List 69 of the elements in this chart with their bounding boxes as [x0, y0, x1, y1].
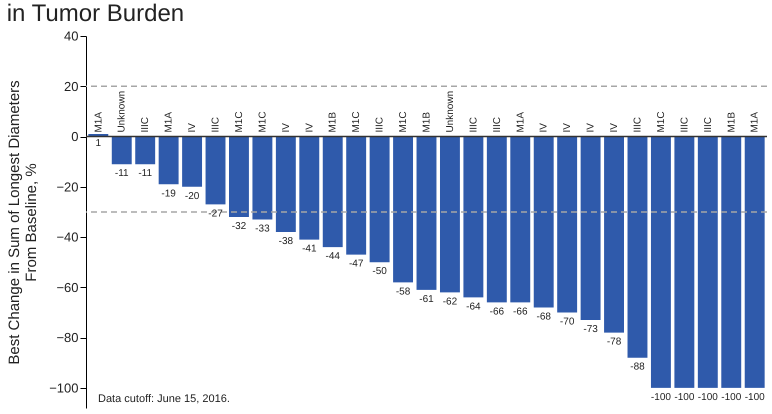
data-label: -100	[698, 392, 718, 403]
data-label: -19	[161, 188, 176, 200]
data-label: -100	[650, 392, 672, 403]
y-tick-label: −40	[56, 230, 78, 245]
data-label: -66	[513, 306, 528, 318]
x-tick-label: IV	[304, 122, 316, 133]
annotation: Data cutoff: June 15, 2016.	[98, 393, 230, 405]
data-label: -66	[490, 306, 504, 318]
data-label: 1	[96, 138, 102, 150]
x-tick-label: IIIC	[492, 116, 503, 133]
data-label: -73	[583, 324, 598, 336]
x-tick-label: IIIC	[374, 116, 386, 133]
data-label: -58	[396, 286, 411, 298]
data-label: -100	[744, 392, 766, 403]
data-label: -100	[721, 392, 742, 403]
x-tick-label: M1B	[726, 112, 738, 133]
x-tick-label: IV	[187, 122, 198, 133]
data-label: -41	[302, 244, 317, 255]
x-tick-label: IIIC	[702, 116, 714, 133]
x-tick-label: IV	[586, 122, 597, 133]
data-label: -64	[466, 301, 482, 312]
data-label: -100	[674, 392, 695, 403]
data-label: -11	[138, 168, 152, 180]
data-label: -20	[184, 190, 200, 202]
data-label: -32	[232, 220, 247, 232]
y-tick-label: −60	[56, 280, 78, 295]
x-tick-label: M1C	[398, 111, 410, 133]
y-axis-title: Best Change in Sum of Longest Diameters From Baseline, %	[6, 80, 40, 365]
x-tick-label: M1B	[422, 112, 432, 133]
y-tick-label: −20	[56, 179, 78, 194]
x-tick-label: IIIC	[679, 116, 690, 133]
data-label: -44	[326, 251, 340, 262]
y-tick-label: −100	[49, 380, 78, 396]
x-tick-label: IV	[280, 122, 292, 133]
x-tick-label: IIIC	[210, 116, 222, 133]
x-tick-label: IIIC	[632, 116, 644, 133]
x-tick-label: IIIC	[140, 116, 152, 133]
x-tick-label: M1B	[328, 112, 339, 133]
x-tick-label: Unknown	[116, 90, 128, 133]
data-label: -70	[560, 316, 575, 328]
x-tick-label: M1A	[93, 112, 104, 133]
chart-title: in Tumor Burden	[6, 0, 184, 27]
y-tick-label: −80	[56, 330, 78, 346]
data-label: -50	[372, 266, 388, 278]
x-tick-label: IV	[562, 122, 574, 133]
x-tick-label: M1C	[351, 111, 362, 133]
data-label: -38	[278, 236, 294, 248]
data-label: -88	[630, 362, 646, 373]
x-tick-label: M1C	[257, 111, 268, 133]
x-tick-label: M1A	[750, 112, 761, 133]
data-label: -78	[606, 336, 622, 348]
y-tick-label: 40	[64, 28, 78, 44]
data-label: -62	[442, 296, 458, 308]
x-tick-label: M1C	[656, 111, 667, 133]
y-tick-label: 20	[64, 78, 78, 94]
x-tick-label: M1C	[234, 111, 245, 133]
x-tick-label: Unknown	[444, 90, 456, 133]
y-tick-label: 0	[71, 129, 78, 144]
data-label: -11	[114, 168, 130, 180]
data-label: -47	[348, 258, 364, 270]
x-tick-label: M1A	[515, 112, 526, 133]
x-tick-label: IV	[609, 122, 620, 133]
data-label: -68	[536, 311, 552, 322]
x-tick-label: M1A	[164, 112, 175, 133]
data-label: -27	[208, 208, 224, 220]
data-label: -33	[255, 223, 270, 234]
x-tick-label: IV	[538, 122, 550, 133]
x-tick-label: IIIC	[468, 116, 480, 133]
data-label: -61	[419, 294, 434, 305]
